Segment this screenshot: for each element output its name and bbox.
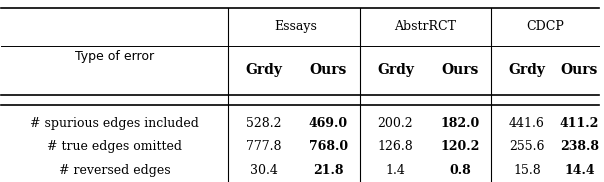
Text: 182.0: 182.0	[440, 117, 480, 130]
Text: 14.4: 14.4	[564, 164, 595, 177]
Text: Type of error: Type of error	[75, 50, 154, 63]
Text: Ours: Ours	[309, 63, 347, 77]
Text: 0.8: 0.8	[449, 164, 471, 177]
Text: CDCP: CDCP	[526, 20, 564, 33]
Text: 528.2: 528.2	[246, 117, 281, 130]
Text: Ours: Ours	[441, 63, 478, 77]
Text: 469.0: 469.0	[309, 117, 348, 130]
Text: # reversed edges: # reversed edges	[59, 164, 170, 177]
Text: 1.4: 1.4	[385, 164, 405, 177]
Text: 15.8: 15.8	[513, 164, 541, 177]
Text: AbstrRCT: AbstrRCT	[394, 20, 457, 33]
Text: 255.6: 255.6	[509, 141, 545, 153]
Text: 441.6: 441.6	[509, 117, 545, 130]
Text: 777.8: 777.8	[246, 141, 281, 153]
Text: 238.8: 238.8	[560, 141, 599, 153]
Text: 768.0: 768.0	[309, 141, 348, 153]
Text: Grdy: Grdy	[377, 63, 414, 77]
Text: Ours: Ours	[561, 63, 598, 77]
Text: 21.8: 21.8	[313, 164, 344, 177]
Text: # true edges omitted: # true edges omitted	[47, 141, 182, 153]
Text: Grdy: Grdy	[509, 63, 545, 77]
Text: 120.2: 120.2	[440, 141, 480, 153]
Text: # spurious edges included: # spurious edges included	[30, 117, 199, 130]
Text: Essays: Essays	[274, 20, 316, 33]
Text: Grdy: Grdy	[245, 63, 283, 77]
Text: 200.2: 200.2	[378, 117, 413, 130]
Text: 411.2: 411.2	[560, 117, 599, 130]
Text: 126.8: 126.8	[378, 141, 413, 153]
Text: 30.4: 30.4	[250, 164, 278, 177]
